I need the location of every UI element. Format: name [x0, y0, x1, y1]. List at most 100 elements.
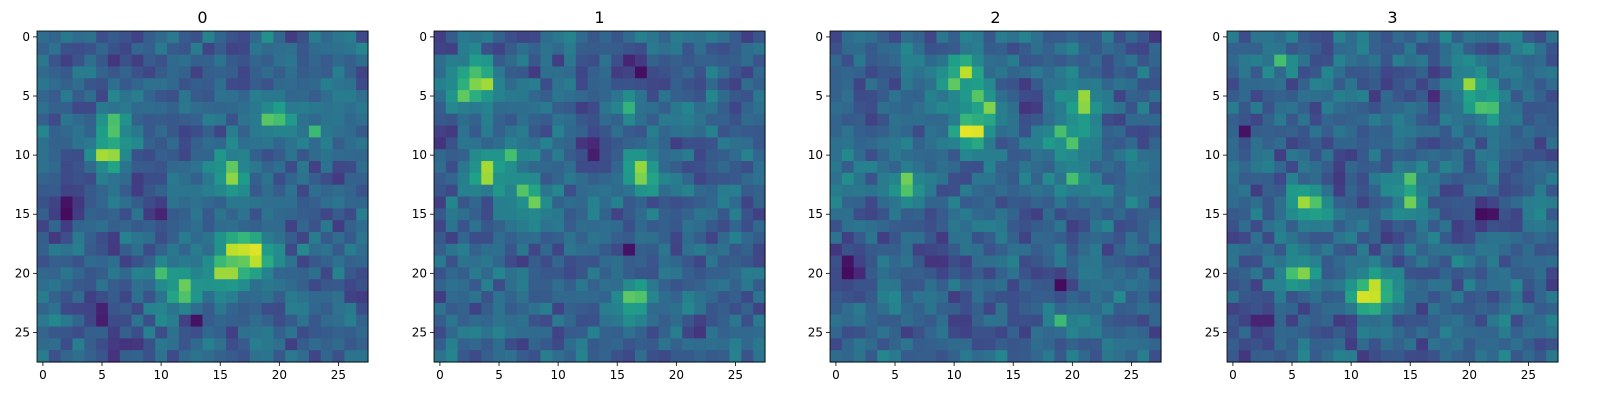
- heatmap-cell: [434, 279, 447, 292]
- heatmap-cell: [841, 149, 855, 162]
- heatmap-cell: [841, 350, 855, 363]
- heatmap-cell: [1451, 208, 1465, 221]
- heatmap-cell: [1101, 338, 1115, 351]
- heatmap-cell: [634, 101, 648, 115]
- heatmap-cell: [900, 302, 914, 316]
- heatmap-cell: [1522, 54, 1535, 68]
- heatmap-cell: [1090, 113, 1103, 127]
- heatmap-cell: [214, 208, 227, 221]
- heatmap-cell: [983, 42, 997, 56]
- heatmap-cell: [1101, 255, 1115, 269]
- heatmap-cell: [1546, 90, 1559, 103]
- heatmap-cell: [1534, 255, 1547, 269]
- heatmap-cell: [1078, 243, 1091, 257]
- heatmap-cell: [900, 161, 914, 174]
- heatmap-cell: [285, 208, 298, 221]
- heatmap-cell: [1078, 184, 1091, 198]
- heatmap-cell: [434, 54, 447, 68]
- heatmap-cell: [178, 291, 192, 304]
- heatmap-cell: [457, 208, 471, 221]
- heatmap-cell: [356, 196, 369, 209]
- heatmap-cell: [1321, 243, 1334, 257]
- heatmap-cell: [1357, 279, 1370, 292]
- heatmap-cell: [261, 291, 275, 304]
- heatmap-cell: [841, 125, 855, 138]
- heatmap-cell: [504, 66, 518, 79]
- heatmap-cell: [1250, 338, 1264, 351]
- heatmap-cell: [1309, 90, 1323, 103]
- heatmap-cell: [830, 267, 843, 280]
- heatmap-cell: [1451, 184, 1465, 198]
- heatmap-cell: [131, 101, 144, 115]
- heatmap-cell: [481, 326, 494, 339]
- heatmap-cell: [320, 101, 334, 115]
- heatmap-cell: [960, 149, 973, 162]
- heatmap-cell: [516, 279, 530, 292]
- heatmap-cell: [865, 172, 878, 186]
- heatmap-cell: [344, 302, 357, 316]
- heatmap-cell: [48, 78, 62, 91]
- heatmap-cell: [1498, 161, 1512, 174]
- heatmap-cell: [1309, 113, 1323, 127]
- heatmap-cell: [434, 196, 447, 209]
- heatmap-cell: [658, 149, 672, 162]
- heatmap-cell: [540, 172, 553, 186]
- heatmap-cell: [540, 243, 553, 257]
- heatmap-cell: [332, 338, 345, 351]
- heatmap-cell: [1439, 314, 1453, 328]
- heatmap-cell: [924, 172, 937, 186]
- heatmap-cell: [694, 66, 707, 79]
- heatmap-cell: [1368, 54, 1382, 68]
- heatmap-cell: [1007, 196, 1020, 209]
- heatmap-cell: [540, 184, 553, 198]
- x-tick-label: 10: [946, 368, 961, 382]
- heatmap-cell: [889, 149, 902, 162]
- heatmap-cell: [1392, 90, 1405, 103]
- heatmap-cell: [1274, 101, 1287, 115]
- heatmap-cell: [96, 113, 109, 127]
- heatmap-cell: [469, 291, 482, 304]
- heatmap-cell: [84, 42, 97, 56]
- heatmap-cell: [493, 326, 506, 339]
- heatmap-cell: [308, 196, 322, 209]
- heatmap-cell: [261, 137, 275, 150]
- heatmap-cell: [1007, 31, 1020, 44]
- heatmap-cell: [865, 231, 878, 245]
- heatmap-cell: [1066, 101, 1079, 115]
- heatmap-cell: [841, 267, 855, 280]
- heatmap-cell: [1149, 149, 1162, 162]
- heatmap-cell: [285, 314, 298, 328]
- heatmap-cell: [599, 220, 612, 233]
- heatmap-cell: [1321, 314, 1334, 328]
- heatmap-cell: [753, 54, 766, 68]
- heatmap-cell: [434, 125, 447, 138]
- heatmap-cell: [434, 90, 447, 103]
- heatmap-cells: [37, 31, 369, 363]
- heatmap-cell: [889, 208, 902, 221]
- heatmap-cell: [1066, 231, 1079, 245]
- heatmap-cell: [1030, 220, 1044, 233]
- heatmap-cell: [889, 231, 902, 245]
- heatmap-cell: [1262, 31, 1275, 44]
- heatmap-cell: [457, 302, 471, 316]
- heatmap-cell: [1066, 184, 1079, 198]
- heatmap-cell: [1125, 137, 1138, 150]
- heatmap-cell: [912, 90, 926, 103]
- heatmap-cell: [1274, 302, 1287, 316]
- heatmap-cell: [119, 66, 133, 79]
- heatmap-cell: [297, 172, 310, 186]
- heatmap-cell: [504, 184, 518, 198]
- heatmap-cell: [72, 172, 85, 186]
- heatmap-cell: [493, 113, 506, 127]
- heatmap-cell: [936, 326, 949, 339]
- heatmap-cell: [1007, 42, 1020, 56]
- heatmap-cell: [37, 208, 50, 221]
- heatmap-cell: [1451, 267, 1465, 280]
- heatmap-cell: [445, 196, 459, 209]
- heatmap-cell: [37, 172, 50, 186]
- heatmap-cell: [493, 350, 506, 363]
- heatmap-cell: [971, 255, 985, 269]
- heatmap-cell: [1463, 90, 1476, 103]
- heatmap-cell: [528, 90, 541, 103]
- heatmap-cell: [741, 137, 754, 150]
